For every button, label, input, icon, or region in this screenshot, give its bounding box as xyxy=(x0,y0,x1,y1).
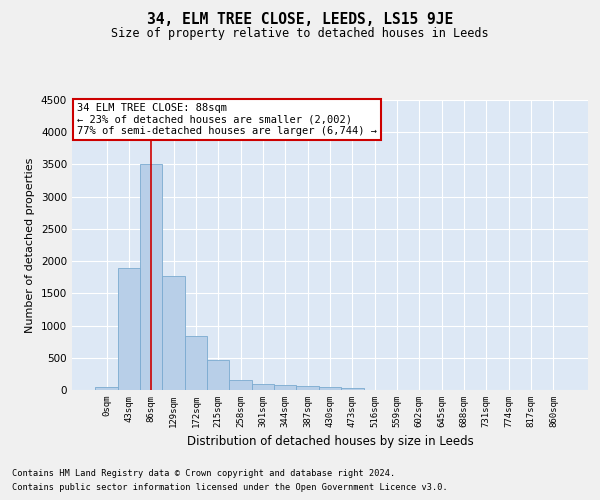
Bar xyxy=(185,336,207,390)
Bar xyxy=(118,268,140,390)
X-axis label: Distribution of detached houses by size in Leeds: Distribution of detached houses by size … xyxy=(187,436,473,448)
Bar xyxy=(341,388,364,390)
Bar xyxy=(140,164,163,390)
Bar xyxy=(296,386,319,390)
Bar xyxy=(207,360,229,390)
Text: 34, ELM TREE CLOSE, LEEDS, LS15 9JE: 34, ELM TREE CLOSE, LEEDS, LS15 9JE xyxy=(147,12,453,28)
Bar xyxy=(274,385,296,390)
Text: Contains HM Land Registry data © Crown copyright and database right 2024.: Contains HM Land Registry data © Crown c… xyxy=(12,468,395,477)
Bar xyxy=(229,380,252,390)
Text: 34 ELM TREE CLOSE: 88sqm
← 23% of detached houses are smaller (2,002)
77% of sem: 34 ELM TREE CLOSE: 88sqm ← 23% of detach… xyxy=(77,103,377,136)
Text: Size of property relative to detached houses in Leeds: Size of property relative to detached ho… xyxy=(111,28,489,40)
Bar xyxy=(319,387,341,390)
Text: Contains public sector information licensed under the Open Government Licence v3: Contains public sector information licen… xyxy=(12,484,448,492)
Bar xyxy=(163,276,185,390)
Bar xyxy=(95,388,118,390)
Bar xyxy=(252,384,274,390)
Y-axis label: Number of detached properties: Number of detached properties xyxy=(25,158,35,332)
